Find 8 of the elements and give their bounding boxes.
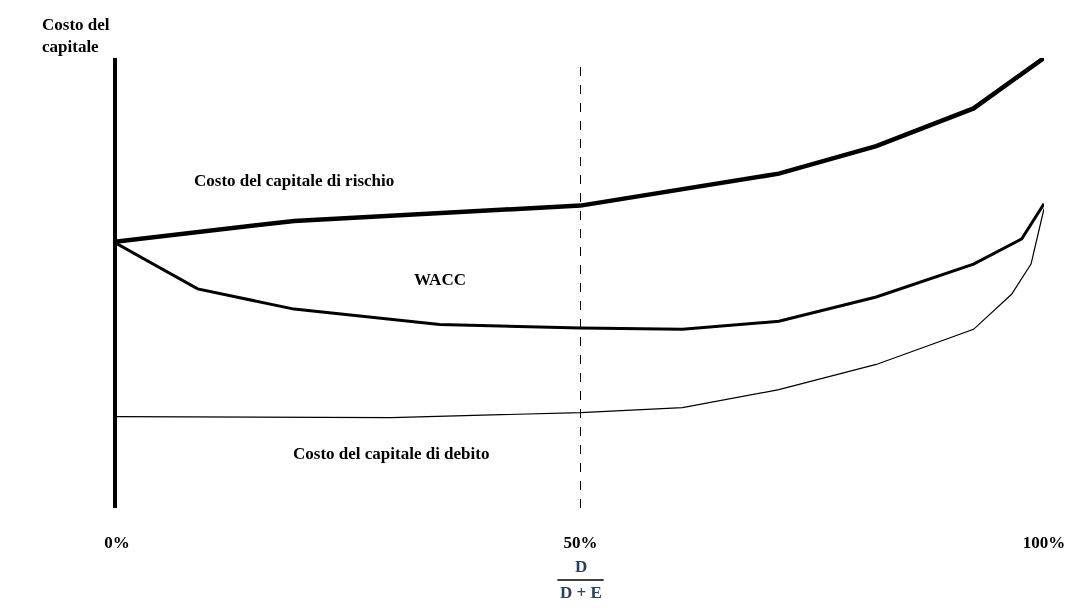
x-tick-label: 50% <box>563 533 598 552</box>
x-tick-label: 100% <box>1022 533 1066 552</box>
series-label: WACC <box>414 270 466 289</box>
series-label: Costo del capitale di debito <box>293 444 490 463</box>
series-label: Costo del capitale di rischio <box>194 171 395 190</box>
x-tick-label: 0% <box>104 533 130 552</box>
y-axis-title: Costo del capitale <box>42 15 110 57</box>
x-axis-title: D D + E <box>560 557 602 602</box>
